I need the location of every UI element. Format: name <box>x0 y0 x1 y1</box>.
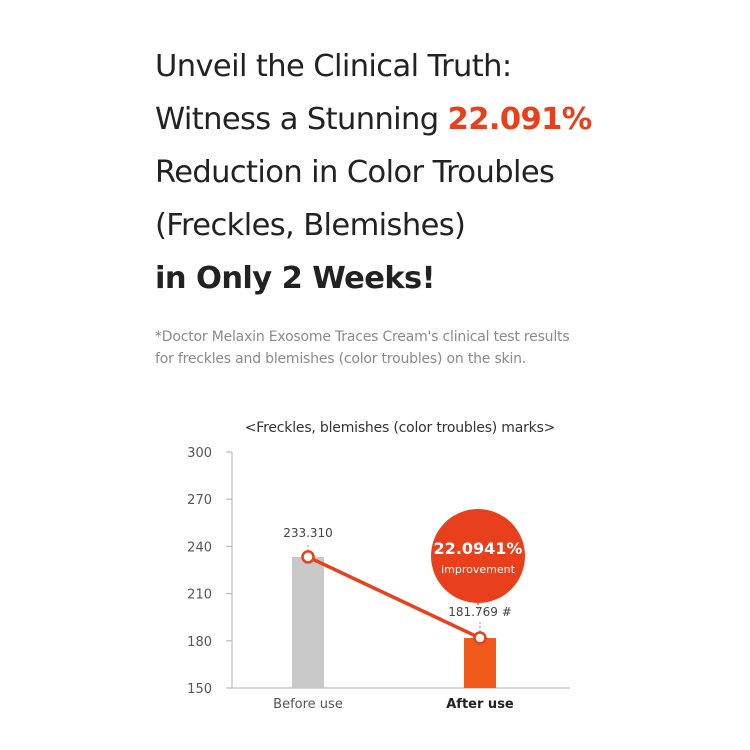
bar-after-use <box>464 638 496 688</box>
improvement-callout-value: 22.0941% <box>434 539 523 558</box>
improvement-callout-bubble <box>431 509 525 603</box>
trend-point-before-use <box>301 550 315 564</box>
improvement-callout-label: improvement <box>441 563 515 576</box>
footnote-line-1: *Doctor Melaxin Exosome Traces Cream's c… <box>155 329 570 345</box>
footnote-line-2: for freckles and blemishes (color troubl… <box>155 351 527 367</box>
headline-highlight-percent: 22.091% <box>447 102 593 137</box>
value-label-before: 233.310 <box>283 526 333 540</box>
x-tick-label: After use <box>446 697 514 712</box>
y-tick-label: 180 <box>187 635 212 650</box>
chart-title: <Freckles, blemishes (color troubles) ma… <box>244 420 556 436</box>
headline-line-4: (Freckles, Blemishes) <box>155 208 466 243</box>
headline-line-5: in Only 2 Weeks! <box>155 261 436 296</box>
y-tick-label: 300 <box>187 446 212 461</box>
headline-line-3: Reduction in Color Troubles <box>155 155 555 190</box>
y-tick-label: 270 <box>187 493 212 508</box>
trend-point-after-use <box>473 631 487 645</box>
y-tick-label: 240 <box>187 540 212 555</box>
headline-line-2: Witness a Stunning 22.091% <box>155 93 735 146</box>
trend-line <box>307 555 481 640</box>
x-tick-label: Before use <box>273 697 343 712</box>
headline: Unveil the Clinical Truth: Witness a Stu… <box>155 40 735 305</box>
y-tick-label: 210 <box>187 588 212 603</box>
headline-line-1: Unveil the Clinical Truth: <box>155 49 512 84</box>
value-label-after: 181.769 # <box>448 605 512 619</box>
bar-before-use <box>292 556 324 688</box>
headline-line-2-prefix: Witness a Stunning <box>155 102 448 137</box>
y-tick-label: 150 <box>187 682 212 697</box>
footnote: *Doctor Melaxin Exosome Traces Cream's c… <box>155 326 715 370</box>
